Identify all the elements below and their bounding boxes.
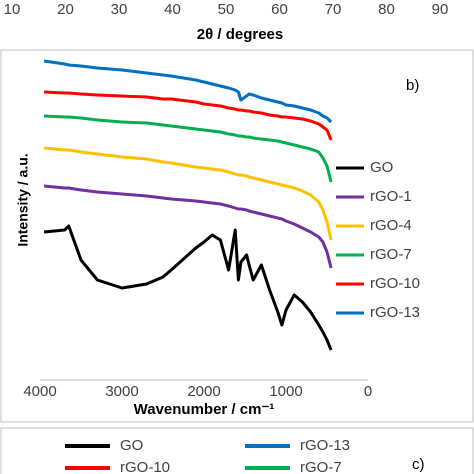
x-tick-label: 90: [432, 1, 449, 18]
legend-label: rGO-13: [370, 304, 420, 321]
x-tick-label: 1000: [269, 383, 302, 400]
panel-b-frame: [0, 49, 474, 423]
legend-label: GO: [370, 159, 393, 176]
x-tick-label: 40: [164, 1, 181, 18]
y-axis-label: Intensity / a.u.: [15, 153, 31, 246]
legend-label: rGO-4: [370, 217, 412, 234]
legend-label: rGO-7: [370, 246, 412, 263]
legend-label: rGO-10: [120, 459, 170, 474]
legend-label: rGO-1: [370, 188, 412, 205]
series-line: [43, 59, 333, 124]
x-tick-label: 80: [378, 1, 395, 18]
x-tick-label: 60: [271, 1, 288, 18]
series-line: [44, 114, 333, 183]
legend-label: rGO-10: [370, 275, 420, 292]
x-axis-label: Wavenumber / cm⁻¹: [134, 401, 275, 418]
panel-label: b): [406, 77, 419, 94]
panel-c-frame: [0, 427, 474, 474]
x-tick-label: 2000: [187, 383, 220, 400]
legend-label: rGO-7: [300, 459, 342, 474]
series-line: [43, 224, 333, 351]
x-tick-label: 4000: [23, 383, 56, 400]
series-line: [44, 90, 333, 141]
legend-label: GO: [120, 437, 143, 454]
series-line: [43, 146, 333, 241]
x-tick-label: 30: [111, 1, 128, 18]
x-tick-label: 20: [57, 1, 74, 18]
series-line: [43, 184, 333, 269]
x-tick-label: 50: [218, 1, 235, 18]
x-axis-label: 2θ / degrees: [197, 26, 283, 43]
x-tick-label: 0: [364, 383, 372, 400]
legend-label: rGO-13: [300, 437, 350, 454]
panel-label: c): [412, 456, 425, 473]
x-tick-label: 10: [4, 1, 21, 18]
x-tick-label: 70: [325, 1, 342, 18]
x-tick-label: 3000: [105, 383, 138, 400]
